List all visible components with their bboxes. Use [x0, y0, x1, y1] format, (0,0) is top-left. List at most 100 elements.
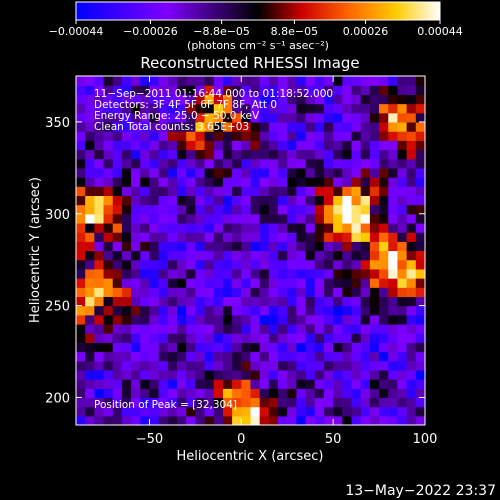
heatmap-cell [167, 149, 178, 160]
heatmap-cell [397, 406, 408, 417]
heatmap-cell [259, 112, 270, 123]
colorbar-tick-label: −0.00044 [49, 25, 104, 38]
heatmap-cell [167, 287, 178, 298]
heatmap-cell [406, 360, 417, 371]
heatmap-cell [149, 213, 160, 224]
heatmap-cell [278, 323, 288, 334]
heatmap-cell [333, 397, 343, 408]
heatmap-cell [195, 406, 206, 417]
heatmap-cell [112, 397, 123, 408]
heatmap-cell [360, 158, 371, 169]
heatmap-cell [94, 360, 105, 371]
heatmap-cell [397, 278, 408, 288]
heatmap-cell [388, 250, 399, 261]
heatmap-cell [379, 94, 389, 105]
heatmap-cell [158, 296, 169, 307]
heatmap-cell [278, 287, 288, 298]
heatmap-cell [140, 85, 151, 95]
heatmap-cell [351, 360, 362, 371]
heatmap-cell [186, 415, 196, 425]
heatmap-cell [149, 204, 160, 215]
heatmap-cell [167, 195, 178, 206]
colorbar-tick-label: −8.8e−05 [193, 25, 250, 38]
heatmap-cell [149, 379, 160, 389]
heatmap-cell [305, 250, 316, 261]
heatmap-cell [314, 140, 325, 151]
heatmap-cell [259, 388, 270, 399]
heatmap-cell [167, 406, 178, 417]
heatmap-cell [360, 232, 371, 242]
heatmap-cell [121, 121, 132, 132]
heatmap-cell [415, 85, 425, 95]
heatmap-cell [314, 406, 325, 417]
heatmap-cell [369, 259, 380, 270]
heatmap-cell [177, 213, 187, 224]
heatmap-cell [131, 397, 141, 408]
heatmap-cell [333, 388, 343, 399]
heatmap-cell [76, 241, 86, 252]
heatmap-cell [388, 85, 399, 95]
heatmap-cell [94, 296, 105, 307]
heatmap-cell [388, 131, 399, 141]
heatmap-cell [250, 250, 261, 261]
heatmap-cell [213, 204, 224, 215]
heatmap-cell [140, 415, 151, 425]
heatmap-cell [388, 415, 399, 425]
heatmap-cell [415, 121, 425, 132]
heatmap-cell [333, 379, 343, 389]
heatmap-cell [397, 149, 408, 160]
heatmap-cell [149, 342, 160, 353]
heatmap-cell [278, 177, 288, 187]
heatmap-cell [268, 342, 279, 353]
heatmap-cell [406, 333, 417, 343]
heatmap-cell [112, 278, 123, 288]
heatmap-cell [76, 204, 86, 215]
heatmap-cell [287, 369, 298, 380]
heatmap-cell [112, 360, 123, 371]
heatmap-cell [195, 351, 206, 362]
heatmap-cell [406, 250, 417, 261]
heatmap-cell [388, 268, 399, 279]
heatmap-cell [186, 287, 196, 298]
heatmap-cell [213, 186, 224, 196]
heatmap-cell [121, 177, 132, 187]
heatmap-cell [121, 149, 132, 160]
heatmap-cell [259, 204, 270, 215]
heatmap-cell [379, 388, 389, 399]
heatmap-cell [268, 379, 279, 389]
heatmap-cell [388, 177, 399, 187]
heatmap-cell [131, 259, 141, 270]
heatmap-cell [241, 232, 252, 242]
heatmap-cell [186, 204, 196, 215]
heatmap-cell [167, 85, 178, 95]
heatmap-cell [268, 278, 279, 288]
heatmap-cell [287, 296, 298, 307]
heatmap-cell [121, 195, 132, 206]
heatmap-cell [278, 103, 288, 114]
colorbar-tick-label: 0.00044 [417, 25, 463, 38]
heatmap-cell [287, 250, 298, 261]
heatmap-cell [103, 140, 114, 151]
heatmap-cell [149, 278, 160, 288]
heatmap-cell [76, 379, 86, 389]
heatmap-cell [177, 415, 187, 425]
heatmap-cell [204, 158, 215, 169]
heatmap-cell [149, 369, 160, 380]
heatmap-cell [333, 415, 343, 425]
heatmap-cell [186, 241, 196, 252]
heatmap-cell [323, 397, 334, 408]
heatmap-cell [76, 121, 86, 132]
heatmap-cell [131, 222, 141, 233]
heatmap-cell [204, 204, 215, 215]
heatmap-cell [213, 369, 224, 380]
heatmap-cell [103, 406, 114, 417]
heatmap-cell [305, 195, 316, 206]
heatmap-cell [76, 397, 86, 408]
heatmap-cell [195, 314, 206, 325]
heatmap-cell [85, 186, 95, 196]
heatmap-cell [158, 232, 169, 242]
heatmap-cell [259, 259, 270, 270]
heatmap-cell [158, 397, 169, 408]
heatmap-cell [397, 195, 408, 206]
heatmap-cell [94, 204, 105, 215]
